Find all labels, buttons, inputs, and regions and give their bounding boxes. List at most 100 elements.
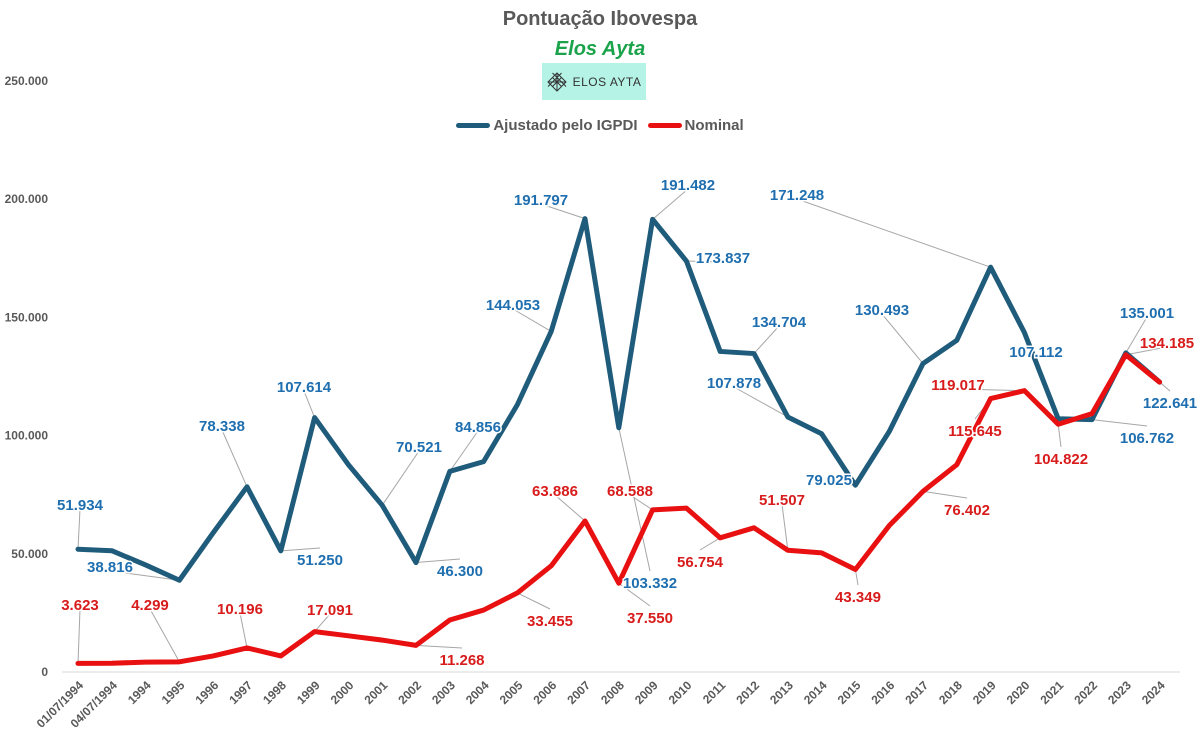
leader-line-adjusted [109, 570, 180, 581]
data-point-adjusted [955, 338, 959, 342]
data-label-adjusted: 103.332 [623, 575, 677, 592]
data-label-adjusted: 135.001 [1120, 305, 1174, 322]
y-tick-label: 0 [41, 665, 48, 679]
data-point-nominal [617, 581, 621, 585]
leader-line-adjusted [415, 558, 461, 564]
leader-line-nominal [781, 503, 789, 551]
leader-line-adjusted [828, 483, 856, 486]
data-point-adjusted [1022, 331, 1026, 335]
data-label-nominal: 76.402 [944, 502, 990, 519]
x-tick-label: 2015 [835, 678, 864, 707]
data-label-adjusted: 191.797 [514, 192, 568, 209]
leader-line-adjusted [796, 198, 991, 268]
leader-line-nominal [239, 612, 248, 648]
data-point-adjusted [279, 549, 283, 553]
leader-line-nominal [618, 582, 651, 607]
leader-line-nominal [415, 644, 463, 649]
data-label-adjusted: 107.112 [1009, 344, 1062, 361]
x-tick-label: 2009 [632, 678, 661, 707]
data-label-adjusted: 144.053 [486, 297, 540, 314]
x-tick-label: 2014 [801, 678, 830, 707]
x-tick-label: 2002 [395, 678, 424, 707]
leader-line-adjusted [686, 260, 724, 263]
data-point-nominal [515, 591, 519, 595]
data-point-adjusted [1056, 417, 1060, 421]
data-label-nominal: 10.196 [217, 601, 263, 618]
data-label-adjusted: 79.025 [806, 472, 852, 489]
data-label-adjusted: 122.641 [1143, 395, 1197, 412]
data-point-nominal [887, 524, 891, 528]
data-point-adjusted [76, 547, 80, 551]
data-point-adjusted [718, 349, 722, 353]
data-label-adjusted: 191.482 [661, 177, 715, 194]
data-point-adjusted [583, 217, 587, 221]
y-tick-label: 50.000 [11, 547, 48, 561]
x-tick-label: 2018 [936, 678, 965, 707]
leader-line-nominal [149, 608, 180, 663]
data-point-adjusted [786, 415, 790, 419]
data-point-nominal [144, 660, 148, 664]
x-tick-label: 1996 [193, 678, 222, 707]
x-tick-label: 2010 [666, 678, 695, 707]
legend-item-adjusted: Ajustado pelo IGPDI [456, 117, 638, 134]
data-point-adjusted [684, 259, 688, 263]
data-point-nominal [955, 463, 959, 467]
data-point-nominal [1022, 389, 1026, 393]
legend-item-nominal: Nominal [647, 117, 744, 134]
data-label-nominal: 17.091 [307, 602, 353, 619]
data-point-adjusted [144, 563, 148, 567]
data-point-nominal [1056, 422, 1060, 426]
data-label-adjusted: 106.762 [1120, 430, 1174, 447]
leader-line-nominal [629, 494, 653, 511]
data-point-nominal [853, 568, 857, 572]
x-tick-label: 2000 [328, 678, 357, 707]
legend-label-adjusted: Ajustado pelo IGPDI [493, 117, 638, 134]
data-point-adjusted [989, 265, 993, 269]
leader-line-adjusted [381, 450, 420, 506]
data-point-adjusted [211, 531, 215, 535]
data-point-nominal [651, 508, 655, 512]
leader-line-nominal [854, 569, 859, 586]
data-label-nominal: 134.185 [1140, 335, 1194, 352]
data-point-nominal [1124, 353, 1128, 357]
data-label-adjusted: 171.248 [770, 187, 824, 204]
data-label-adjusted: 107.614 [277, 379, 332, 396]
x-tick-label: 1997 [226, 678, 255, 707]
leader-line-adjusted [512, 308, 552, 332]
x-tick-label: 2021 [1038, 678, 1067, 707]
data-label-adjusted: 46.300 [437, 563, 483, 580]
data-label-nominal: 3.623 [61, 597, 99, 614]
data-label-nominal: 11.268 [439, 652, 484, 669]
x-tick-label: 2005 [497, 678, 526, 707]
chart-subtitle: Elos Ayta [554, 38, 646, 60]
data-label-adjusted: 107.878 [707, 375, 761, 392]
y-tick-label: 150.000 [5, 310, 49, 324]
data-point-adjusted [752, 352, 756, 356]
data-label-adjusted: 78.338 [199, 418, 245, 435]
data-label-adjusted: 84.856 [455, 419, 501, 436]
data-label-adjusted: 38.816 [87, 559, 133, 576]
x-tick-label: 2001 [362, 678, 391, 707]
data-point-adjusted [549, 329, 553, 333]
data-point-nominal [820, 551, 824, 555]
x-tick-label: 2017 [902, 678, 931, 707]
data-point-adjusted [651, 217, 655, 221]
data-point-nominal [583, 519, 587, 523]
data-label-nominal: 56.754 [677, 554, 724, 571]
leader-line-adjusted [77, 508, 81, 550]
data-point-adjusted [887, 430, 891, 434]
data-point-adjusted [1090, 418, 1094, 422]
data-point-nominal [279, 654, 283, 658]
y-tick-label: 100.000 [5, 429, 49, 443]
data-label-adjusted: 173.837 [696, 250, 750, 267]
data-point-nominal [110, 661, 114, 665]
leader-line-adjusted [733, 386, 789, 418]
x-tick-label: 2013 [767, 678, 796, 707]
x-tick-label: 2006 [531, 678, 560, 707]
data-point-nominal [786, 548, 790, 552]
data-label-adjusted: 134.704 [752, 314, 807, 331]
logo-lattice-icon [546, 71, 567, 92]
data-point-nominal [76, 661, 80, 665]
data-point-adjusted [313, 416, 317, 420]
